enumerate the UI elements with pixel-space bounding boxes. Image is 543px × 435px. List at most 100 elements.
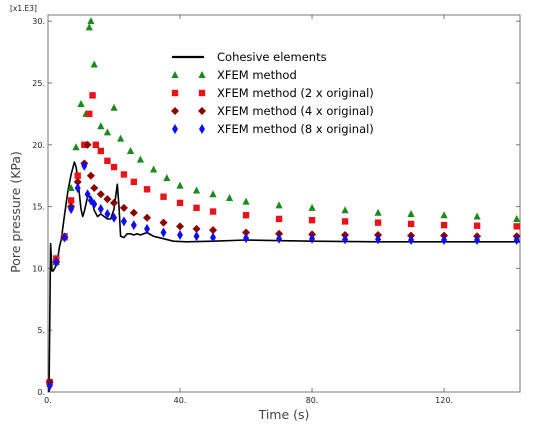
thin-diamond-marker <box>441 234 448 245</box>
triangle-marker <box>110 103 118 111</box>
thin-diamond-marker <box>68 204 75 215</box>
thin-diamond-marker <box>408 234 415 245</box>
diamond-marker <box>242 228 251 237</box>
square-marker <box>275 215 283 223</box>
square-marker <box>67 197 75 204</box>
thin-diamond-marker <box>74 183 81 194</box>
y-tick-label: 30. <box>32 17 45 26</box>
thin-diamond-marker <box>130 220 137 231</box>
y-tick-label: 25. <box>32 79 45 88</box>
triangle-marker <box>440 211 448 219</box>
thin-diamond-marker <box>193 231 200 242</box>
triangle-marker <box>163 174 171 182</box>
square-marker <box>341 218 349 225</box>
legend-item-0: Cohesive elements <box>172 50 327 64</box>
triangle-marker <box>97 122 105 130</box>
y-tick-label: 5. <box>37 326 45 335</box>
square-marker <box>209 208 217 215</box>
square-marker <box>160 193 167 200</box>
thin-diamond-marker <box>61 232 68 243</box>
square-marker <box>513 223 520 230</box>
square-marker <box>110 163 118 171</box>
triangle-marker <box>126 146 135 154</box>
diamond-marker <box>176 222 185 231</box>
thin-diamond-marker <box>474 234 481 245</box>
y-tick-label: 10. <box>32 264 45 273</box>
diamond-marker <box>119 203 128 212</box>
thin-diamond-marker <box>84 189 91 200</box>
y-axis-ticks: 0. 5. 10. 15. 20. 25. 30. <box>32 17 520 397</box>
triangle-marker <box>275 201 283 209</box>
square-marker <box>193 204 200 212</box>
square-marker <box>86 110 93 118</box>
thin-diamond-marker <box>375 234 382 245</box>
series-0 <box>48 161 520 393</box>
triangle-marker <box>341 206 349 214</box>
legend: Cohesive elements XFEM method XFEM method … <box>171 50 374 136</box>
x-tick-label: 120. <box>435 396 453 405</box>
thin-diamond-marker <box>46 380 53 391</box>
x-axis-ticks: 0. 40. 80. 120. <box>44 15 453 405</box>
square-marker <box>120 171 128 178</box>
thin-diamond-marker <box>210 232 217 243</box>
triangle-marker <box>308 203 316 211</box>
triangle-marker <box>117 134 125 142</box>
series-4 <box>46 160 520 391</box>
square-marker <box>74 172 81 179</box>
x-axis-label: Time (s) <box>258 407 310 422</box>
thin-diamond-marker <box>342 234 349 245</box>
triangle-marker <box>374 208 382 216</box>
y-multiplier-label: [x1.E3] <box>10 4 37 13</box>
square-marker <box>97 147 105 155</box>
triangle-marker <box>513 214 521 222</box>
thin-diamond-marker <box>144 223 151 234</box>
square-marker <box>130 178 138 186</box>
thin-diamond-marker <box>97 204 104 215</box>
legend-label: XFEM method (8 x original) <box>217 122 374 136</box>
triangle-marker <box>67 184 75 192</box>
plot-frame <box>47 14 521 393</box>
thin-diamond-marker <box>199 124 205 134</box>
thin-diamond-marker <box>53 257 60 268</box>
triangle-marker <box>473 212 481 220</box>
thin-diamond-marker <box>309 233 316 244</box>
triangle-marker <box>90 60 98 68</box>
square-marker <box>143 186 151 193</box>
diamond-marker <box>83 140 92 149</box>
y-tick-label: 15. <box>32 203 45 212</box>
diamond-marker <box>171 107 179 115</box>
square-marker <box>308 216 316 224</box>
thin-diamond-marker <box>513 234 520 245</box>
thin-diamond-marker <box>111 212 118 223</box>
cohesive-elements-line <box>48 161 520 393</box>
diamond-marker <box>129 208 138 217</box>
legend-item-3: XFEM method (4 x original) <box>171 104 374 118</box>
triangle-marker <box>209 190 217 198</box>
diamond-marker <box>96 190 105 199</box>
square-marker <box>171 89 179 97</box>
series-3 <box>45 140 521 387</box>
legend-label: Cohesive elements <box>217 50 327 64</box>
triangle-marker <box>85 23 93 31</box>
legend-label: XFEM method <box>217 68 297 82</box>
legend-item-4: XFEM method (8 x original) <box>172 122 374 136</box>
triangle-marker <box>150 165 158 173</box>
triangle-marker <box>176 181 184 189</box>
square-marker <box>176 199 184 207</box>
series-2 <box>46 92 520 386</box>
square-marker <box>104 157 111 165</box>
diamond-marker <box>143 213 152 222</box>
triangle-marker <box>192 186 201 194</box>
diamond-marker <box>86 171 95 180</box>
diamond-marker <box>103 195 112 204</box>
triangle-marker <box>171 71 179 78</box>
thin-diamond-marker <box>91 199 98 210</box>
triangle-marker <box>72 143 80 151</box>
diamond-marker <box>110 198 119 207</box>
triangle-marker <box>407 210 415 218</box>
triangle-marker <box>242 197 250 205</box>
diamond-marker <box>159 218 168 227</box>
square-marker <box>473 222 481 229</box>
square-marker <box>92 141 100 148</box>
diamond-marker <box>73 177 82 186</box>
